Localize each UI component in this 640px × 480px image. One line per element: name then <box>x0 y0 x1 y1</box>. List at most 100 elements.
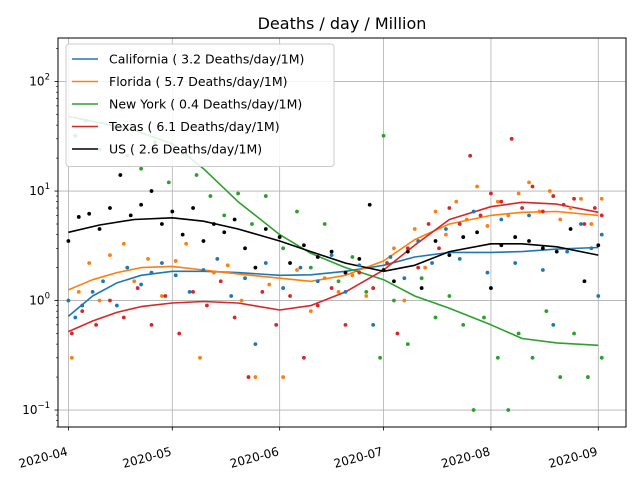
y-tick-label: 102 <box>29 73 50 89</box>
data-point <box>160 261 164 265</box>
data-point <box>405 249 410 254</box>
data-point <box>253 342 258 347</box>
data-point <box>454 199 459 204</box>
data-point <box>329 253 334 258</box>
data-point <box>468 153 473 158</box>
data-point <box>419 276 424 281</box>
data-point <box>447 206 452 210</box>
data-point <box>392 279 396 284</box>
legend-label: New York ( 0.4 Deaths/day/1M) <box>109 97 302 112</box>
data-point <box>343 322 348 327</box>
data-point <box>433 209 438 214</box>
data-point <box>139 166 144 171</box>
data-point <box>215 257 220 261</box>
data-point <box>218 279 223 284</box>
data-point <box>381 133 386 138</box>
data-point <box>135 286 140 290</box>
data-point <box>243 246 247 251</box>
data-point <box>322 222 327 226</box>
data-point <box>66 239 71 243</box>
data-point <box>149 322 154 327</box>
data-point <box>315 303 320 308</box>
data-point <box>205 303 209 308</box>
data-point <box>437 246 441 251</box>
data-point <box>343 270 348 275</box>
data-point <box>108 253 112 258</box>
data-point <box>173 273 178 278</box>
data-point <box>572 196 576 201</box>
data-point <box>506 408 511 412</box>
data-point <box>170 209 175 214</box>
data-point <box>277 235 282 239</box>
data-point <box>343 289 348 294</box>
data-point <box>561 202 566 207</box>
data-point <box>336 289 341 294</box>
data-point <box>599 232 604 237</box>
data-point <box>76 289 81 294</box>
data-point <box>357 270 362 275</box>
data-point <box>416 265 421 270</box>
data-point <box>527 239 531 243</box>
data-point <box>69 355 74 360</box>
data-point <box>191 289 195 294</box>
data-point <box>582 279 587 284</box>
data-point <box>97 227 102 231</box>
data-point <box>392 246 396 251</box>
series-trend-line <box>68 217 599 273</box>
trend-lines <box>67 115 599 347</box>
data-point <box>596 294 601 298</box>
data-point <box>108 298 112 303</box>
data-point <box>250 222 254 226</box>
data-point <box>419 286 424 290</box>
data-point <box>350 273 355 278</box>
data-point <box>485 270 490 275</box>
data-point <box>329 249 334 254</box>
data-point <box>554 249 559 254</box>
data-point <box>444 232 448 237</box>
data-point <box>166 180 171 185</box>
data-point <box>579 196 583 201</box>
data-point <box>308 265 313 270</box>
data-point <box>94 322 98 327</box>
data-point <box>426 222 431 226</box>
data-point <box>139 202 144 207</box>
data-point <box>295 209 299 214</box>
data-point <box>551 194 556 198</box>
data-point <box>364 289 369 294</box>
data-point <box>246 375 251 379</box>
data-point <box>499 243 504 248</box>
data-point <box>378 355 382 360</box>
data-point <box>457 257 462 261</box>
data-point <box>281 246 286 251</box>
data-point <box>80 309 85 314</box>
data-point <box>565 249 570 254</box>
data-point <box>308 309 313 314</box>
data-point <box>121 241 126 246</box>
data-point <box>457 222 462 226</box>
data-point <box>73 315 78 320</box>
data-point <box>461 322 466 327</box>
data-point <box>447 294 452 298</box>
data-point <box>187 289 192 294</box>
data-point <box>201 268 206 272</box>
chart-title: Deaths / day / Million <box>258 14 427 33</box>
data-point <box>485 224 490 228</box>
data-point <box>80 303 85 308</box>
data-point <box>281 375 286 379</box>
y-tick-label: 10−1 <box>22 401 50 417</box>
data-point <box>599 213 604 218</box>
data-point <box>530 184 535 189</box>
data-point <box>405 246 410 251</box>
data-point <box>558 375 563 379</box>
data-point <box>551 322 556 327</box>
data-point <box>589 246 594 251</box>
data-point <box>430 261 434 265</box>
data-point <box>385 261 389 265</box>
data-point <box>191 206 195 210</box>
data-point <box>160 294 164 298</box>
data-point <box>76 215 81 219</box>
data-point <box>114 303 119 308</box>
data-point <box>423 265 428 270</box>
data-point <box>509 136 514 141</box>
data-point <box>163 294 168 298</box>
